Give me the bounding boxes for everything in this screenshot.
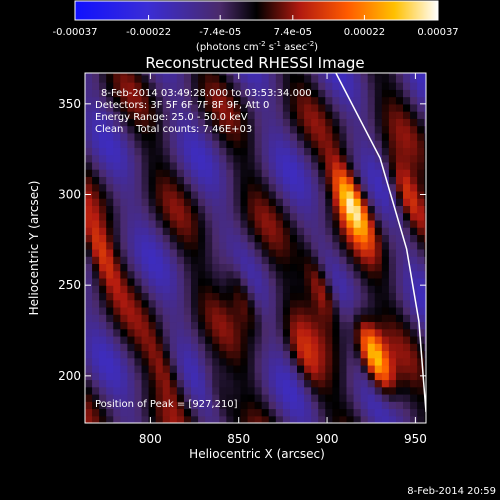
info-detectors: Detectors: 3F 5F 6F 7F 8F 9F, Att 0	[95, 100, 269, 111]
heatmap	[85, 73, 426, 423]
x-axis-label: Heliocentric X (arcsec)	[189, 447, 325, 461]
x-axis-ticks: 800 850 900 950	[139, 73, 427, 446]
timestamp: 8-Feb-2014 20:59	[407, 486, 496, 497]
info-energy: Energy Range: 25.0 - 50.0 keV	[95, 112, 248, 123]
plot-frame	[84, 72, 427, 424]
info-counts: Clean Total counts: 7.46E+03	[95, 124, 252, 135]
colorbar-tick-label: 0.00022	[344, 27, 385, 38]
colorbar-tick-label: -0.00022	[126, 27, 171, 38]
y-tick-label: 300	[58, 188, 81, 202]
colorbar-tick-label: 7.4e-05	[274, 27, 312, 38]
y-tick-label: 200	[58, 369, 81, 383]
solar-limb	[335, 73, 426, 413]
colorbar-units: (photons cm-2 s-1 asec-2)	[196, 40, 318, 53]
x-tick-label: 900	[316, 432, 339, 446]
colorbar-tick-label: -7.4e-05	[199, 27, 241, 38]
x-tick-label: 950	[404, 432, 427, 446]
info-block: 8-Feb-2014 03:49:28.000 to 03:53:34.000 …	[95, 88, 312, 135]
colorbar-ticks: -0.00037 -0.00022 -7.4e-05 7.4e-05 0.00022 0.…	[53, 15, 459, 38]
y-axis-label: Heliocentric Y (arcsec)	[27, 181, 41, 316]
colorbar-tick-label: 0.00037	[417, 27, 458, 38]
x-tick-label: 850	[227, 432, 250, 446]
peak-position-label: Position of Peak = [927,210]	[95, 399, 238, 410]
y-axis-ticks: 200 250 300 350	[58, 97, 426, 383]
chart-title: Reconstructed RHESSI Image	[145, 54, 364, 72]
y-tick-label: 250	[58, 278, 81, 292]
colorbar-tick-label: -0.00037	[53, 27, 98, 38]
x-tick-label: 800	[139, 432, 162, 446]
colorbar	[74, 0, 439, 21]
info-time-range: 8-Feb-2014 03:49:28.000 to 03:53:34.000	[101, 88, 312, 99]
y-tick-label: 350	[58, 97, 81, 111]
